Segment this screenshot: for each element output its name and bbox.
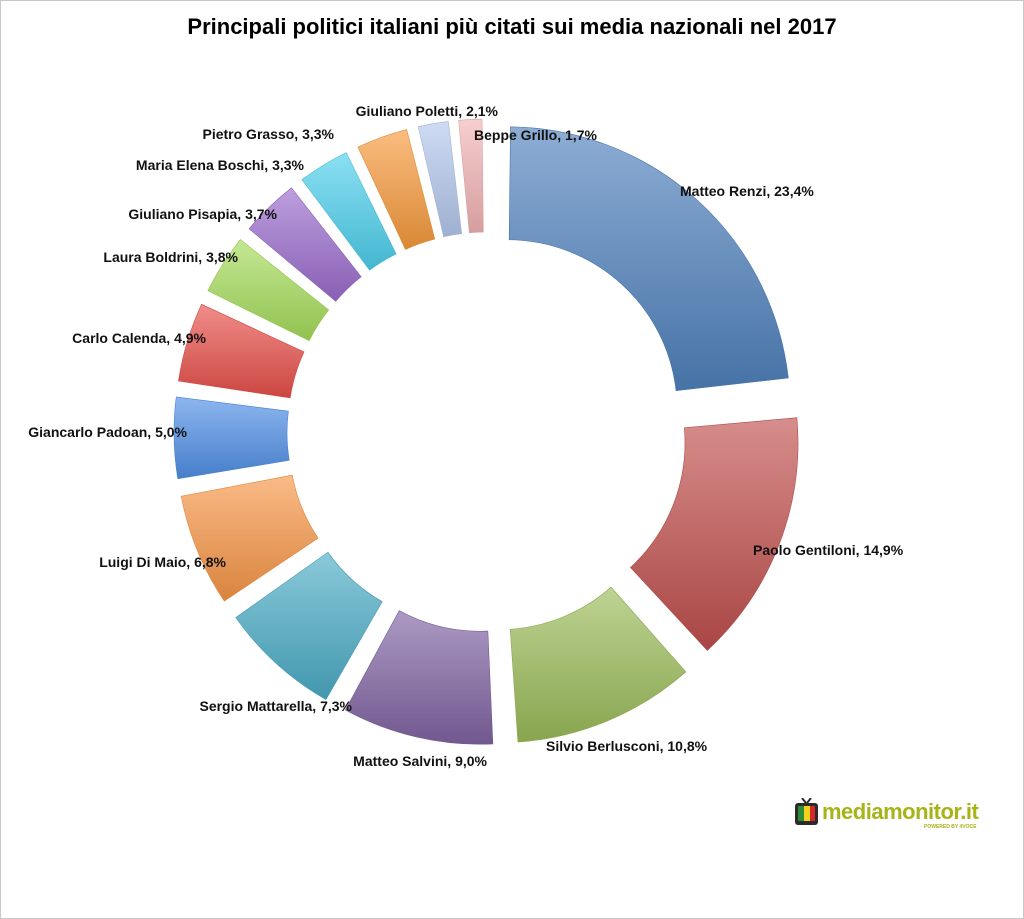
- slice-matteo-salvini: [344, 610, 494, 745]
- slice-laura-boldrini: [207, 239, 330, 342]
- slice-label: Laura Boldrini, 3,8%: [103, 249, 238, 265]
- slice-label: Carlo Calenda, 4,9%: [72, 330, 206, 346]
- slice-maria-elena-boschi: [301, 152, 397, 271]
- slices-group: [173, 118, 799, 745]
- slice-giuliano-pisapia: [248, 187, 362, 302]
- slice-sergio-mattarella: [235, 551, 383, 701]
- slice-label: Beppe Grillo, 1,7%: [474, 127, 597, 143]
- slice-paolo-gentiloni: [630, 417, 799, 651]
- logo-text: mediamonitor.it: [822, 799, 979, 824]
- slice-luigi-di-maio: [180, 474, 319, 602]
- slice-label: Sergio Mattarella, 7,3%: [199, 698, 352, 714]
- labels-group: Matteo Renzi, 23,4% Paolo Gentiloni, 14,9…: [28, 103, 903, 769]
- slice-label: Matteo Renzi, 23,4%: [680, 183, 814, 199]
- chart-title: Principali politici italiani più citati …: [187, 14, 837, 39]
- slice-label: Giancarlo Padoan, 5,0%: [28, 424, 187, 440]
- slice-beppe-grillo: [458, 118, 484, 234]
- slice-label: Silvio Berlusconi, 10,8%: [546, 738, 708, 754]
- slice-giuliano-poletti: [417, 121, 463, 238]
- slice-label: Pietro Grasso, 3,3%: [202, 126, 334, 142]
- slice-label: Luigi Di Maio, 6,8%: [99, 554, 226, 570]
- slice-silvio-berlusconi: [509, 586, 687, 743]
- slice-label: Giuliano Pisapia, 3,7%: [128, 206, 277, 222]
- slice-label: Matteo Salvini, 9,0%: [353, 753, 487, 769]
- logo-subtext: POWERED BY 4VOCE: [924, 824, 977, 830]
- slice-giancarlo-padoan: [173, 396, 290, 480]
- slice-matteo-renzi: [508, 126, 789, 391]
- slice-label: Giuliano Poletti, 2,1%: [356, 103, 499, 119]
- slice-label: Paolo Gentiloni, 14,9%: [753, 542, 904, 558]
- slice-carlo-calenda: [178, 303, 305, 399]
- slice-label: Maria Elena Boschi, 3,3%: [136, 157, 305, 173]
- tv-icon: [795, 798, 818, 825]
- mediamonitor-logo: mediamonitor.it POWERED BY 4VOCE: [794, 795, 984, 835]
- slice-pietro-grasso: [357, 129, 436, 250]
